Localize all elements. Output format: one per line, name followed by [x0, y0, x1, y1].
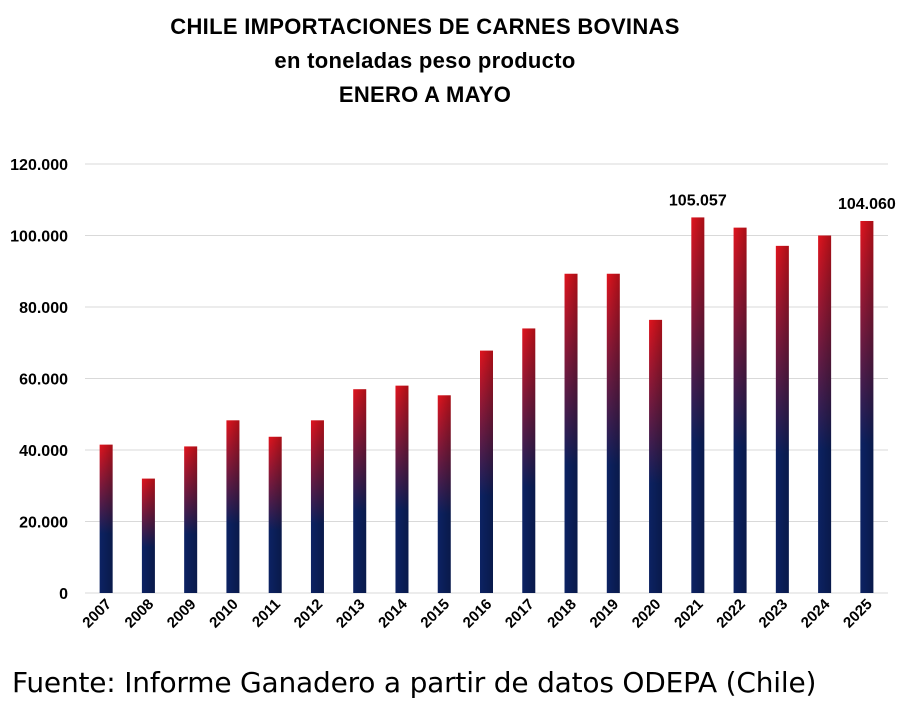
x-tick-label: 2022 — [713, 596, 749, 632]
bar-2020 — [649, 319, 663, 593]
x-tick-label: 2017 — [502, 596, 538, 632]
data-label: 104.060 — [838, 196, 896, 213]
bar-2016 — [480, 350, 493, 593]
x-tick-label: 2014 — [375, 595, 411, 631]
x-tick-label: 2024 — [798, 595, 834, 631]
bar-shade — [775, 245, 789, 593]
y-tick-label: 0 — [59, 586, 68, 603]
bar-shade — [606, 273, 620, 593]
bar-2012 — [310, 420, 324, 593]
bar-shade — [437, 395, 451, 593]
chart-title-block: CHILE IMPORTACIONES DE CARNES BOVINAS en… — [0, 10, 850, 112]
x-tick-label: 2008 — [122, 596, 158, 632]
bar-2024 — [818, 235, 832, 593]
x-tick-label: 2010 — [206, 596, 242, 632]
y-tick-label: 100.000 — [10, 229, 68, 246]
bar-2009 — [184, 446, 198, 593]
x-tick-label: 2020 — [629, 596, 665, 632]
y-tick-label: 120.000 — [10, 157, 68, 174]
chart-title: CHILE IMPORTACIONES DE CARNES BOVINAS — [170, 14, 680, 39]
x-axis-ticks: 2007 2008 2009 2010 2011 2012 2013 2014 2015 2016… — [79, 595, 875, 631]
bar-shade — [860, 220, 874, 593]
bar-shade — [818, 235, 832, 593]
x-tick-label: 2009 — [164, 596, 200, 632]
bar-2023 — [775, 245, 789, 593]
bar-shade — [184, 446, 198, 593]
bar-2017 — [522, 328, 536, 593]
x-tick-label: 2013 — [333, 596, 369, 632]
bar-shade — [480, 350, 493, 593]
x-tick-label: 2007 — [79, 596, 115, 632]
bar-shade — [268, 436, 282, 593]
x-tick-label: 2023 — [756, 596, 792, 632]
data-label: 105.057 — [669, 192, 727, 209]
bar-shade — [649, 319, 663, 593]
bar-2011 — [268, 436, 282, 593]
bar-2010 — [226, 420, 240, 593]
x-tick-label: 2019 — [586, 596, 622, 632]
bar-2007 — [99, 444, 113, 593]
chart-subtitle: en toneladas peso producto — [274, 48, 576, 73]
bar-2022 — [733, 227, 747, 593]
bar-shade — [522, 328, 536, 593]
bar-2015 — [437, 395, 451, 593]
bar-2014 — [395, 385, 409, 593]
x-tick-label: 2025 — [840, 596, 876, 632]
chart-period: ENERO A MAYO — [338, 82, 512, 107]
data-labels: 105.057 104.060 — [669, 192, 896, 213]
x-tick-label: 2011 — [249, 596, 284, 631]
y-tick-label: 60.000 — [19, 372, 68, 389]
bar-shade — [310, 420, 324, 593]
bar-shade — [141, 478, 155, 593]
bar-shade — [733, 227, 747, 593]
bar-shade — [564, 273, 578, 593]
y-tick-label: 80.000 — [19, 300, 68, 317]
x-tick-label: 2018 — [544, 596, 580, 632]
bar-chart: 020.00040.00060.00080.000100.000120.000 … — [10, 157, 896, 631]
x-tick-label: 2016 — [460, 596, 496, 632]
bar-2019 — [606, 273, 620, 593]
x-tick-label: 2015 — [417, 596, 453, 632]
source-note: Fuente: Informe Ganadero a partir de dat… — [12, 666, 817, 699]
y-tick-label: 20.000 — [19, 515, 68, 532]
bar-2021 — [691, 217, 705, 594]
bars — [99, 217, 874, 594]
y-tick-label: 40.000 — [19, 443, 68, 460]
bar-shade — [691, 217, 705, 594]
x-tick-label: 2021 — [671, 596, 707, 632]
bar-shade — [226, 420, 240, 593]
bar-2018 — [564, 273, 578, 593]
y-axis-ticks: 0 20.000 40.000 60.000 80.000 100.000 120.000 — [10, 157, 68, 603]
bar-shade — [353, 389, 367, 593]
bar-2025 — [860, 220, 874, 593]
x-tick-label: 2012 — [291, 596, 327, 632]
bar-2008 — [141, 478, 155, 593]
bar-shade — [395, 385, 409, 593]
bar-2013 — [353, 389, 367, 593]
bar-shade — [99, 444, 113, 593]
